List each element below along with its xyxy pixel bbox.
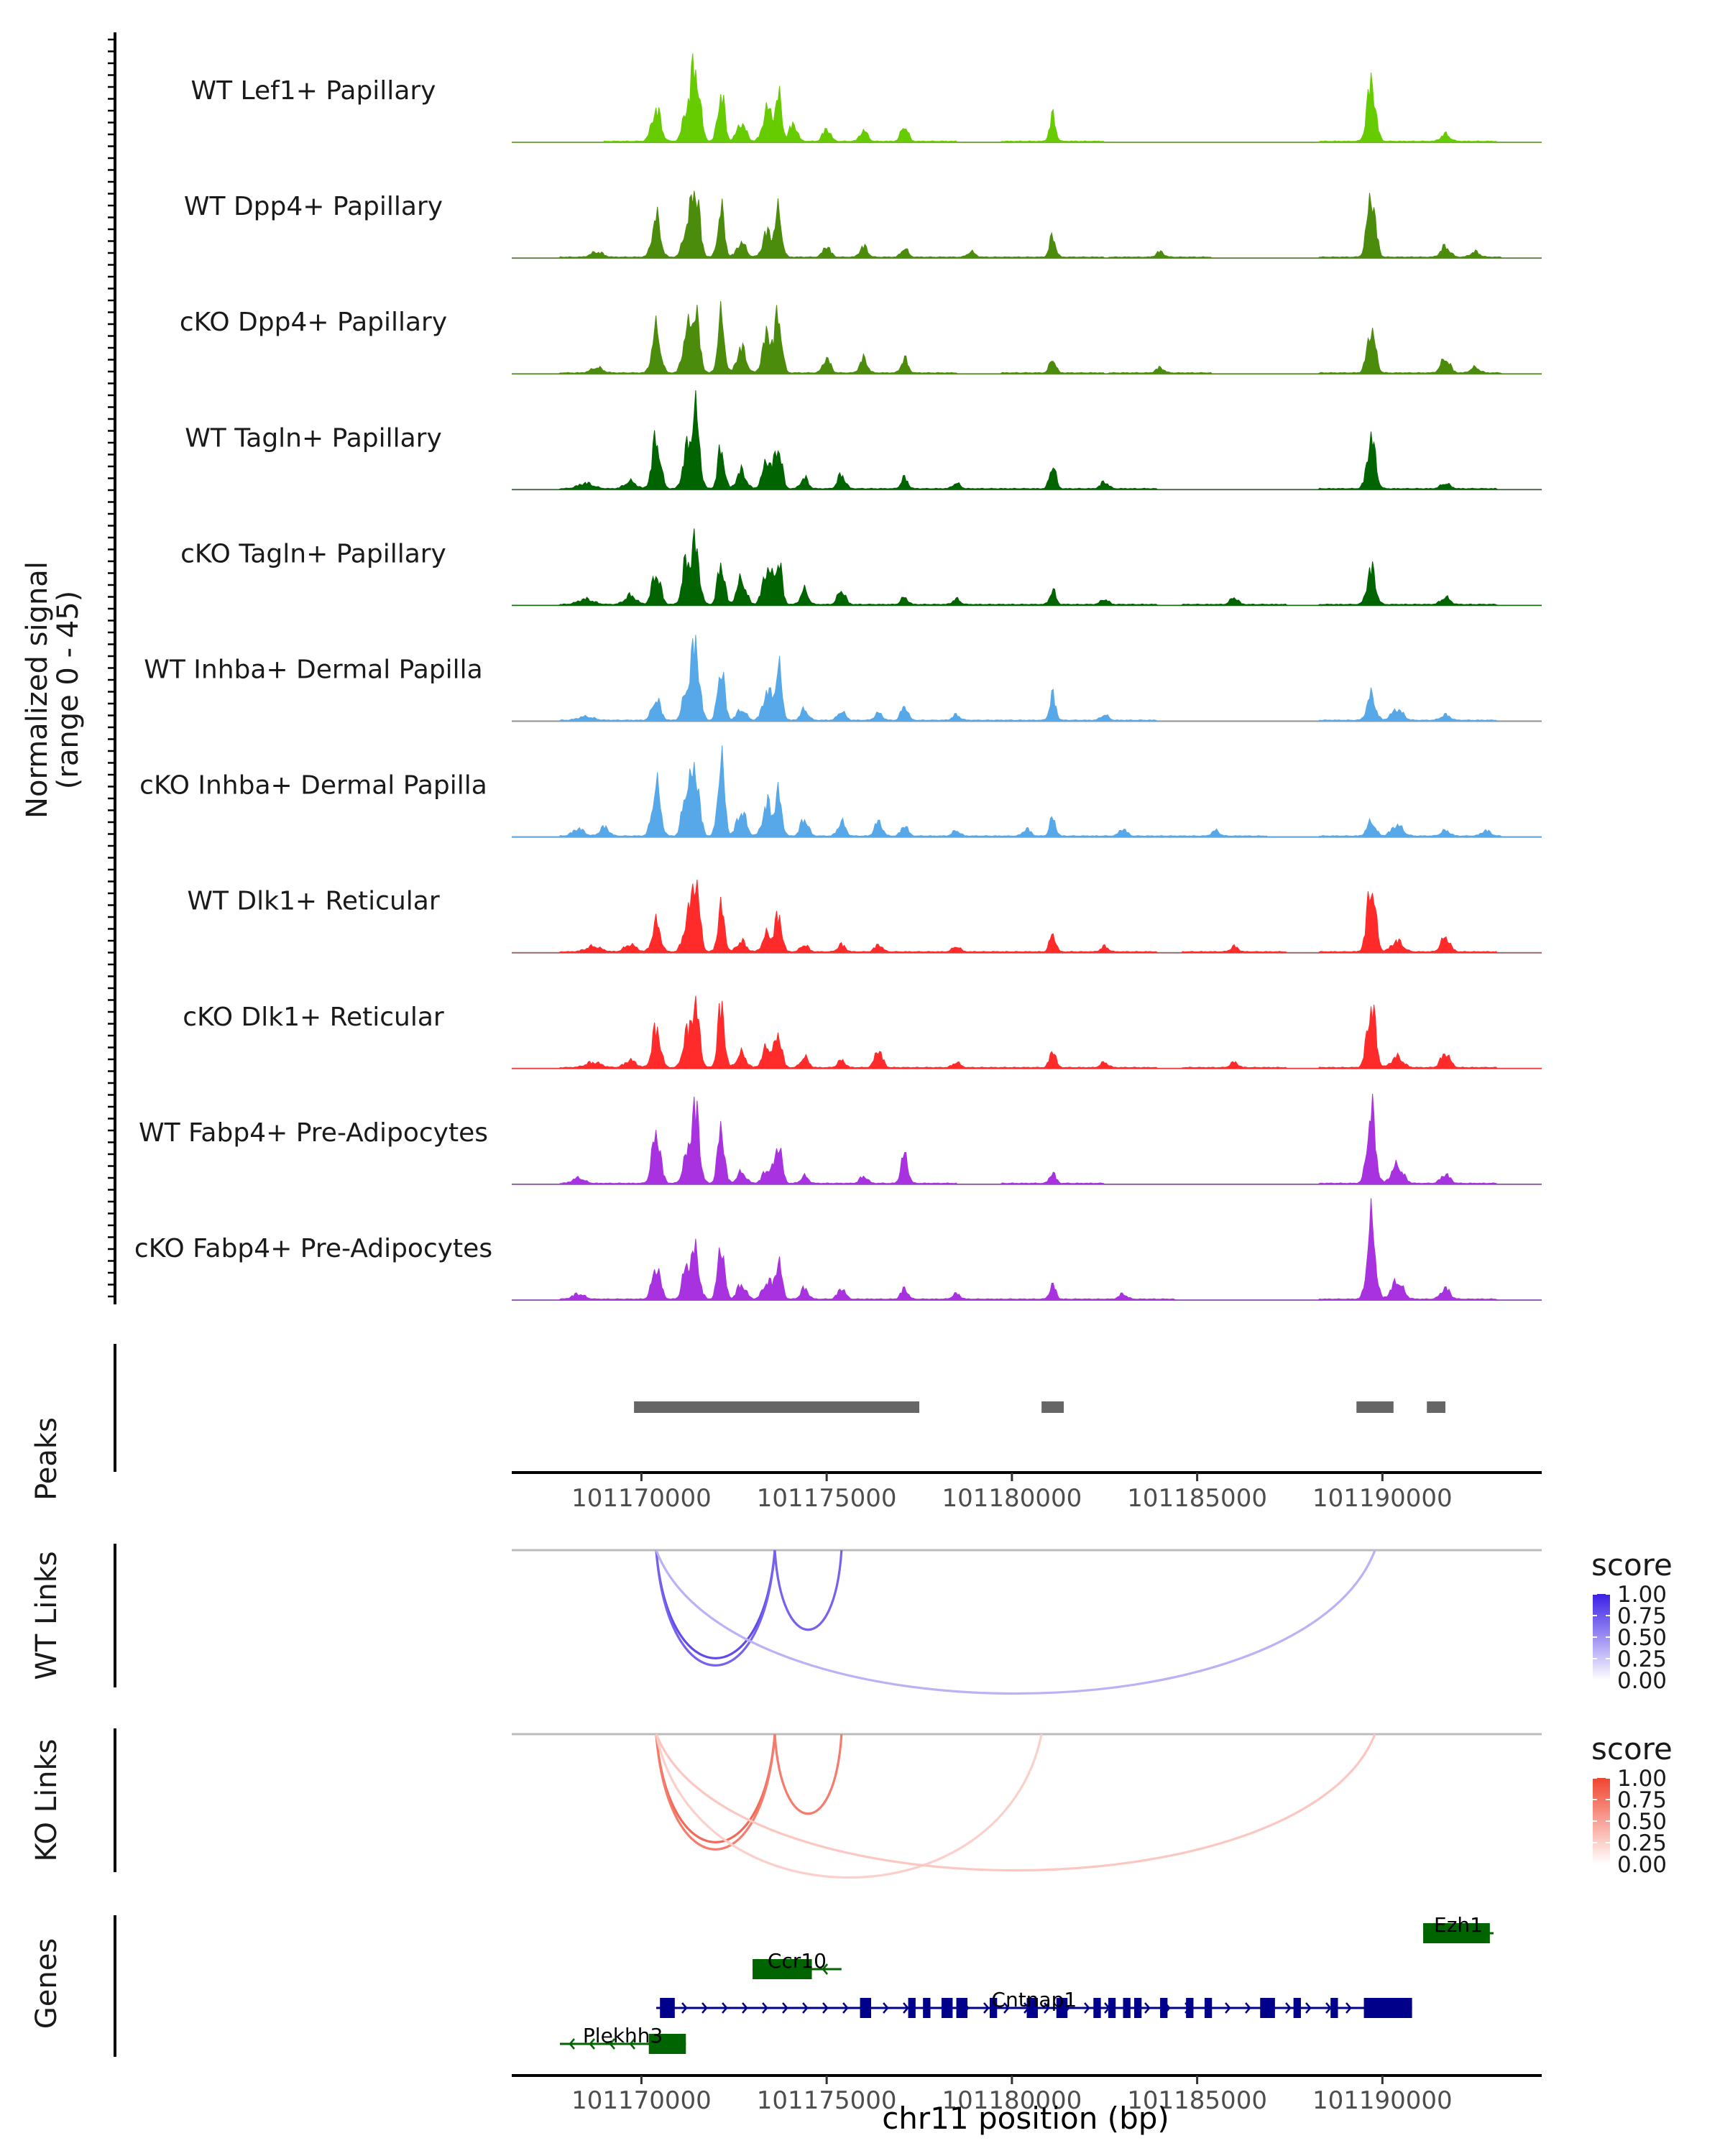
legend-title: score xyxy=(1591,1731,1673,1766)
genes-x-tick-label: 101190000 xyxy=(1312,2086,1453,2115)
coverage-y-label-range: (range 0 - 45) xyxy=(52,591,85,789)
link-arc xyxy=(656,1550,1375,1694)
gene-exon xyxy=(1123,1998,1131,2018)
genes-x-tick-label: 101175000 xyxy=(757,2086,897,2115)
coverage-area xyxy=(512,53,1542,142)
coverage-area xyxy=(512,191,1542,259)
gene-exon xyxy=(1294,1998,1301,2018)
coverage-y-label: Normalized signal xyxy=(21,561,54,819)
link-arc xyxy=(656,1734,775,1842)
coverage-area xyxy=(512,1094,1542,1184)
gene-label: Cntnap1 xyxy=(991,1988,1077,2012)
x-tick-label: 101170000 xyxy=(571,1484,712,1513)
coverage-area xyxy=(512,528,1542,605)
coverage-track: WT Dlk1+ Reticular xyxy=(187,880,1542,953)
gene-exon xyxy=(1134,1998,1141,2018)
ko-links-track xyxy=(512,1734,1542,1878)
gene: Plekhh3 xyxy=(560,2024,686,2054)
coverage-y-axis-title: Normalized signal (range 0 - 45) xyxy=(21,561,85,819)
link-arc xyxy=(656,1550,775,1658)
gene: Ezh1 xyxy=(1423,1913,1494,1943)
x-axis-title: chr11 position (bp) xyxy=(882,2101,1169,2136)
coverage-track: cKO Fabp4+ Pre-Adipocytes xyxy=(134,1198,1542,1300)
coverage-track-label: cKO Dlk1+ Reticular xyxy=(183,1003,444,1032)
gene-exon xyxy=(957,1998,967,2018)
coverage-area xyxy=(512,301,1542,374)
coverage-track: cKO Inhba+ Dermal Papilla xyxy=(139,745,1542,837)
peak-region xyxy=(1427,1401,1445,1413)
coverage-track-label: cKO Tagln+ Papillary xyxy=(180,539,446,568)
peak-region xyxy=(1041,1401,1064,1413)
coverage-track: WT Dpp4+ Papillary xyxy=(184,191,1542,259)
gene-exon xyxy=(1093,1998,1100,2018)
gene-label: Ezh1 xyxy=(1434,1913,1483,1937)
link-arc xyxy=(656,1550,775,1665)
gene-exon xyxy=(1108,1998,1116,2018)
legend-title: score xyxy=(1591,1547,1673,1583)
gene-exon xyxy=(923,1998,930,2018)
legend-tick-label: 0.00 xyxy=(1617,1852,1667,1878)
gene-exon xyxy=(942,1998,952,2018)
genes-x-tick-label: 101170000 xyxy=(571,2086,712,2115)
link-arc xyxy=(656,1734,1041,1878)
x-tick-label: 101175000 xyxy=(757,1484,897,1513)
coverage-track: WT Inhba+ Dermal Papilla xyxy=(144,635,1542,721)
wt-links-track-label: WT Links xyxy=(30,1551,63,1680)
gene-label: Plekhh3 xyxy=(583,2024,663,2047)
coverage-area xyxy=(512,390,1542,489)
coverage-track-label: WT Tagln+ Papillary xyxy=(185,423,442,453)
coverage-track: WT Tagln+ Papillary xyxy=(185,390,1542,489)
link-arc xyxy=(656,1734,1375,1871)
gene-exon xyxy=(1186,1998,1193,2018)
peaks-track xyxy=(634,1401,1445,1413)
coverage-area xyxy=(512,635,1542,721)
gene-exon xyxy=(1330,1998,1338,2018)
gene: Cntnap1 xyxy=(656,1988,1412,2018)
coverage-track: WT Fabp4+ Pre-Adipocytes xyxy=(139,1094,1542,1184)
peak-region xyxy=(1356,1401,1394,1413)
gene-exon xyxy=(1260,1998,1275,2018)
gene-label: Ccr10 xyxy=(768,1949,827,1973)
gene-exon xyxy=(660,1998,675,2018)
coverage-track: WT Lef1+ Papillary xyxy=(191,53,1542,142)
gene-exon xyxy=(1160,1998,1167,2018)
coverage-area xyxy=(512,880,1542,953)
coverage-area xyxy=(512,996,1542,1069)
coverage-track-label: WT Lef1+ Papillary xyxy=(191,76,436,106)
coverage-area xyxy=(512,745,1542,837)
coverage-area xyxy=(512,1198,1542,1300)
genome-track-figure: Normalized signal (range 0 - 45) WT Lef1… xyxy=(0,0,1725,2156)
coverage-y-axis xyxy=(108,32,115,1304)
gene-exon xyxy=(1364,1998,1412,2018)
genes-track: Ezh1 Ccr10 Cntnap1 Plekhh3 xyxy=(560,1913,1494,2054)
gene-exon xyxy=(908,1998,916,2018)
legend-tick-label: 0.00 xyxy=(1617,1668,1667,1694)
genes-track-label: Genes xyxy=(30,1938,63,2029)
link-arc xyxy=(775,1550,842,1630)
wt-links-track xyxy=(512,1550,1542,1694)
coverage-track-label: WT Dpp4+ Papillary xyxy=(184,192,443,221)
gene-exon xyxy=(1205,1998,1212,2018)
x-tick-label: 101180000 xyxy=(942,1484,1082,1513)
gene: Ccr10 xyxy=(753,1949,842,1979)
gene-exon xyxy=(860,1998,871,2018)
coverage-tracks: WT Lef1+ Papillary WT Dpp4+ Papillary cKO … xyxy=(134,53,1542,1300)
peaks-track-label: Peaks xyxy=(30,1417,63,1501)
coverage-track-label: cKO Fabp4+ Pre-Adipocytes xyxy=(134,1234,492,1263)
ko-links-track-label: KO Links xyxy=(30,1739,63,1862)
coverage-track: cKO Tagln+ Papillary xyxy=(180,528,1542,605)
coverage-track-label: WT Inhba+ Dermal Papilla xyxy=(144,655,482,685)
x-tick-label: 101185000 xyxy=(1127,1484,1267,1513)
coverage-track-label: cKO Dpp4+ Papillary xyxy=(180,308,447,337)
x-tick-label: 101190000 xyxy=(1312,1484,1453,1513)
coverage-track-label: cKO Inhba+ Dermal Papilla xyxy=(139,771,487,801)
peak-region xyxy=(634,1401,919,1413)
coverage-track: cKO Dpp4+ Papillary xyxy=(180,301,1542,374)
coverage-track: cKO Dlk1+ Reticular xyxy=(183,996,1542,1069)
coverage-track-label: WT Dlk1+ Reticular xyxy=(187,887,439,916)
coverage-track-label: WT Fabp4+ Pre-Adipocytes xyxy=(139,1118,488,1148)
link-arc xyxy=(775,1734,842,1814)
